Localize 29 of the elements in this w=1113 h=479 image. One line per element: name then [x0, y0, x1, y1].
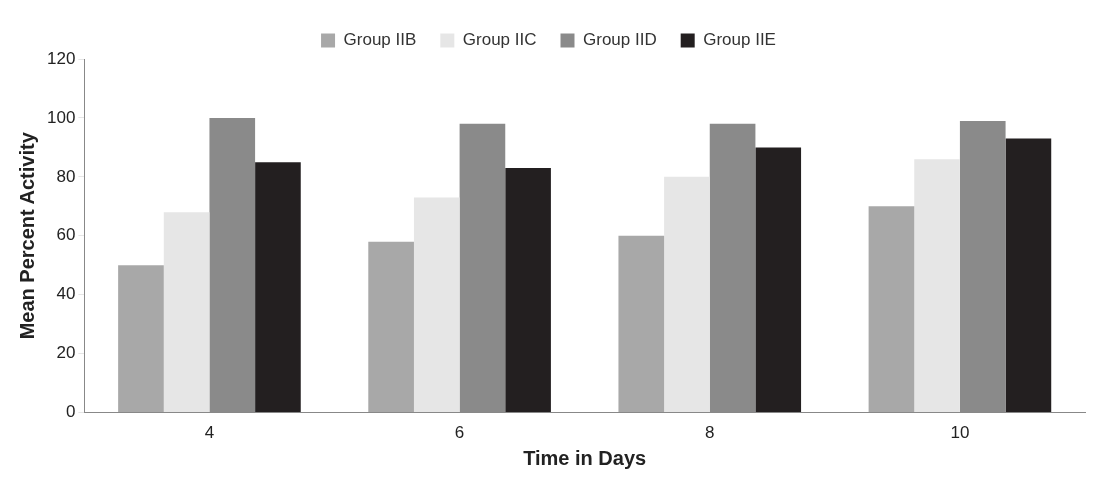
y-tick-label: 120 [46, 48, 76, 68]
bar [163, 212, 210, 413]
bar [505, 168, 551, 413]
y-axis-title: Mean Percent Activity [15, 131, 38, 340]
y-tick-label: 20 [56, 343, 76, 363]
y-tick-label: 0 [65, 402, 76, 422]
legend-label: Group IIB [343, 30, 417, 50]
bar [1005, 138, 1052, 413]
legend-label: Group IIE [703, 30, 776, 50]
bar [255, 162, 301, 413]
y-tick-label: 60 [56, 225, 76, 245]
x-axis-title: Time in Days [523, 446, 647, 469]
bar [413, 197, 460, 413]
x-tick-label: 6 [454, 423, 465, 443]
x-tick-label: 10 [950, 423, 970, 443]
bar [618, 235, 665, 413]
x-tick-label: 4 [204, 423, 215, 443]
bar [368, 241, 414, 413]
bar [868, 206, 915, 413]
y-tick-label: 100 [46, 107, 76, 127]
legend-label: Group IID [583, 30, 657, 50]
y-tick-label: 80 [56, 166, 76, 186]
y-tick-label: 40 [56, 284, 76, 304]
x-tick-label: 8 [705, 423, 715, 443]
bar [118, 265, 164, 413]
bar [664, 176, 710, 413]
bar [914, 159, 960, 413]
legend-label: Group IIC [462, 30, 537, 50]
bar [755, 147, 802, 413]
